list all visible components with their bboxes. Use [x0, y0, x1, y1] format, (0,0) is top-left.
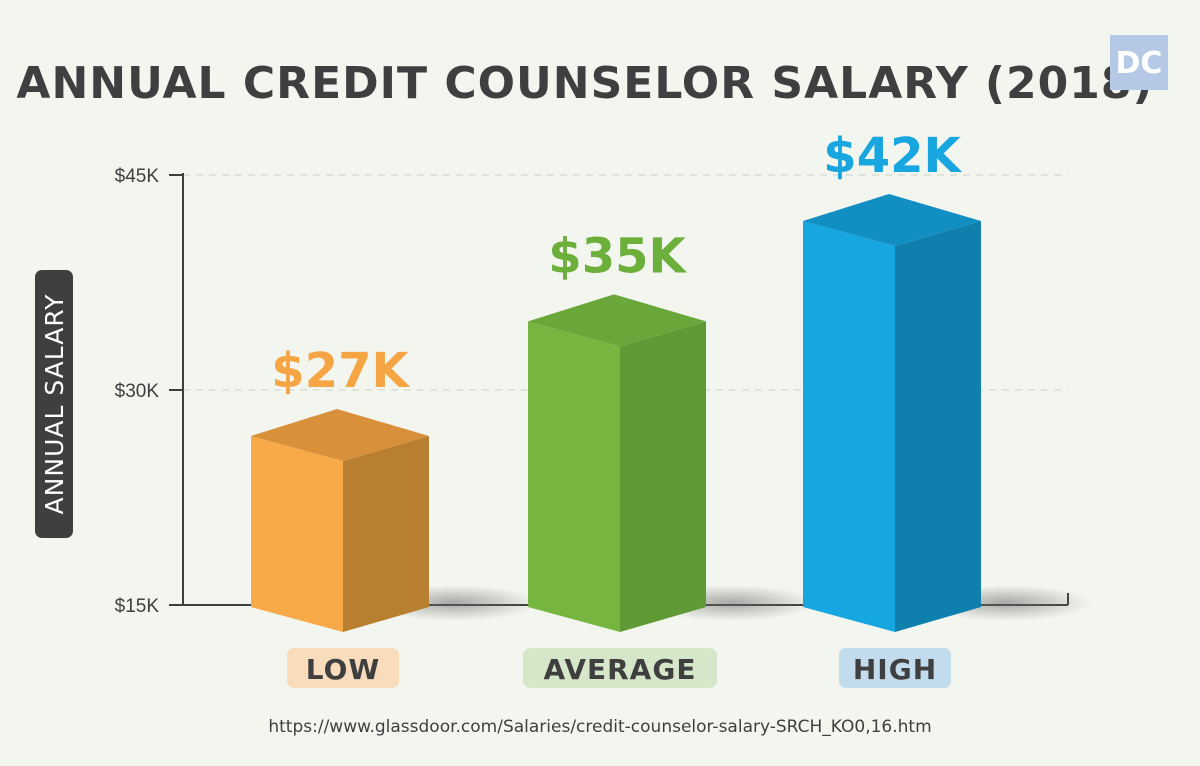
labels-layer: $27K LOW $35K AVERAGE $42K HIGH: [271, 128, 963, 688]
bar-low: [251, 409, 539, 632]
y-axis-label: ANNUAL SALARY: [40, 294, 69, 515]
logo-background: [1110, 35, 1168, 90]
logo-text: DC: [1116, 46, 1163, 81]
category-label-background: [523, 648, 717, 688]
category-label-low: LOW: [306, 653, 381, 686]
bar-side-face: [895, 221, 981, 632]
source-url: https://www.glassdoor.com/Salaries/credi…: [268, 717, 931, 737]
bar-value-label: $27K: [271, 343, 410, 399]
bar-value-label: $42K: [823, 128, 962, 184]
y-tick-label: $45K: [115, 166, 160, 187]
bar-top-face: [528, 294, 706, 347]
bar-front-face: [803, 221, 895, 632]
y-tick-label: $15K: [115, 596, 160, 617]
bar-side-face: [343, 436, 429, 632]
bar-value-label: $35K: [548, 228, 687, 284]
category-label-background: [287, 648, 399, 688]
bar-front-face: [251, 436, 343, 632]
y-axis-label-badge: ANNUAL SALARY: [35, 270, 73, 538]
y-tick-label: $30K: [115, 381, 160, 402]
category-label-background: [839, 648, 951, 688]
logo-badge: DC: [1110, 35, 1168, 90]
category-label-average: AVERAGE: [544, 653, 697, 686]
bar-high: [803, 194, 1091, 632]
bar-top-face: [803, 194, 981, 246]
bars-layer: [251, 194, 1091, 632]
bar-front-face: [528, 321, 620, 632]
bar-side-face: [620, 321, 706, 632]
bar-top-face: [251, 409, 429, 461]
chart-title: ANNUAL CREDIT COUNSELOR SALARY (2018): [16, 58, 1153, 109]
category-label-high: HIGH: [853, 653, 937, 686]
bar-average: [528, 294, 816, 632]
y-axis-label-background: [35, 270, 73, 538]
